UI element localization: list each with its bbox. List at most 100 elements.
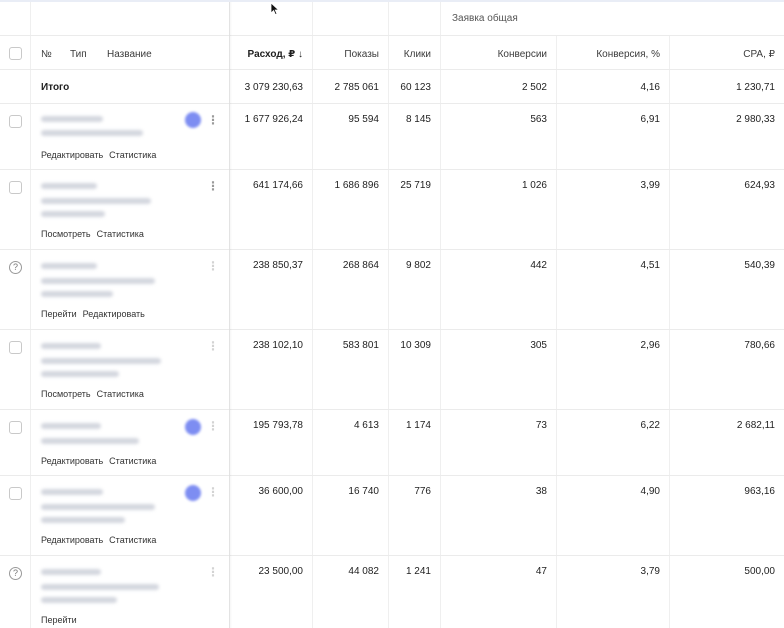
- row-conversions: 47: [535, 566, 547, 577]
- totals-impressions: 2 785 061: [334, 82, 380, 93]
- row-conversions: 73: [535, 420, 547, 431]
- row-conversion-rate: 4,51: [640, 260, 660, 271]
- row-action-link[interactable]: Посмотреть: [41, 389, 91, 399]
- table-row: ⋮ Редактировать Статистика 36 600,00 16 7…: [0, 476, 784, 556]
- col-header-conversion-rate[interactable]: Конверсия, %: [596, 49, 660, 60]
- row-clicks: 8 145: [405, 114, 431, 125]
- row-conversions: 1 026: [521, 180, 547, 191]
- row-action-link[interactable]: Перейти: [41, 309, 77, 319]
- totals-spend: 3 079 230,63: [244, 82, 303, 93]
- row-cpa: 624,93: [744, 180, 775, 191]
- campaign-name-redacted: [41, 517, 125, 523]
- col-header-cpa[interactable]: CPA, ₽: [743, 49, 775, 60]
- row-conversion-rate: 6,91: [640, 114, 660, 125]
- row-clicks: 25 719: [400, 180, 431, 191]
- campaign-name-redacted: [41, 130, 143, 136]
- row-menu-icon[interactable]: ⋮: [207, 339, 219, 353]
- row-spend: 238 102,10: [252, 340, 303, 351]
- row-conversion-rate: 4,90: [640, 486, 660, 497]
- totals-conversions: 2 502: [521, 82, 547, 93]
- campaign-id-redacted: [41, 116, 103, 122]
- row-impressions: 16 740: [348, 486, 379, 497]
- row-action-link[interactable]: Статистика: [109, 535, 157, 545]
- row-action-link[interactable]: Статистика: [96, 389, 144, 399]
- col-header-no[interactable]: №: [41, 49, 52, 60]
- row-menu-icon[interactable]: ⋮: [207, 485, 219, 499]
- row-menu-icon[interactable]: ⋮: [207, 179, 219, 193]
- row-action-link[interactable]: Редактировать: [41, 535, 104, 545]
- row-impressions: 4 613: [353, 420, 379, 431]
- campaign-id-redacted: [41, 569, 101, 575]
- row-conversion-rate: 2,96: [640, 340, 660, 351]
- row-menu-icon[interactable]: ⋮: [207, 113, 219, 127]
- group-header-row: Заявка общая: [0, 2, 784, 36]
- campaign-status-icon: [185, 485, 201, 501]
- col-header-impressions[interactable]: Показы: [344, 49, 379, 60]
- campaign-id-redacted: [41, 263, 97, 269]
- row-conversion-rate: 3,79: [640, 566, 660, 577]
- row-checkbox[interactable]: [9, 115, 22, 128]
- row-action-link[interactable]: Редактировать: [82, 309, 145, 319]
- table-row: ? ⋮ Перейти Редактировать 238 850,37 268 …: [0, 250, 784, 330]
- row-impressions: 95 594: [348, 114, 379, 125]
- row-action-link[interactable]: Статистика: [109, 150, 157, 160]
- goal-group-header: Заявка общая: [441, 2, 784, 35]
- row-action-link[interactable]: Статистика: [96, 229, 144, 239]
- row-cpa: 540,39: [744, 260, 775, 271]
- row-action-link[interactable]: Редактировать: [41, 456, 104, 466]
- row-checkbox[interactable]: [9, 421, 22, 434]
- frozen-column-shadow: [229, 2, 232, 628]
- campaign-name-redacted: [41, 371, 119, 377]
- help-icon[interactable]: ?: [9, 261, 22, 274]
- totals-label: Итого: [41, 82, 70, 93]
- row-spend: 238 850,37: [252, 260, 303, 271]
- row-cpa: 2 980,33: [736, 114, 775, 125]
- col-header-spend-sorted[interactable]: Расход, ₽ ↓: [247, 49, 303, 60]
- help-icon[interactable]: ?: [9, 567, 22, 580]
- row-action-link[interactable]: Редактировать: [41, 150, 104, 160]
- row-action-link[interactable]: Перейти: [41, 615, 77, 625]
- totals-clicks: 60 123: [400, 82, 431, 93]
- totals-conversion-rate: 4,16: [640, 82, 660, 93]
- campaign-name-redacted: [41, 211, 105, 217]
- row-clicks: 10 309: [400, 340, 431, 351]
- col-header-clicks[interactable]: Клики: [403, 49, 431, 60]
- row-checkbox[interactable]: [9, 487, 22, 500]
- campaign-name-redacted: [41, 597, 117, 603]
- column-header-row: № Тип Название Расход, ₽ ↓ Показы Клики …: [0, 36, 784, 70]
- row-spend: 36 600,00: [258, 486, 304, 497]
- campaign-name-redacted: [41, 278, 155, 284]
- col-header-type[interactable]: Тип: [70, 49, 87, 60]
- row-spend: 195 793,78: [252, 420, 303, 431]
- table-row: ⋮ Редактировать Статистика 195 793,78 4 6…: [0, 410, 784, 476]
- row-conversions: 442: [530, 260, 547, 271]
- row-spend: 641 174,66: [252, 180, 303, 191]
- row-action-link[interactable]: Статистика: [109, 456, 157, 466]
- col-header-conversions[interactable]: Конверсии: [497, 49, 547, 60]
- row-cpa: 780,66: [744, 340, 775, 351]
- row-impressions: 268 864: [342, 260, 379, 271]
- row-conversion-rate: 6,22: [640, 420, 660, 431]
- row-conversions: 563: [530, 114, 547, 125]
- mouse-cursor-icon: [270, 2, 280, 16]
- goal-group-title: Заявка общая: [452, 13, 518, 24]
- row-clicks: 1 241: [405, 566, 431, 577]
- row-conversions: 305: [530, 340, 547, 351]
- campaign-status-icon: [185, 112, 201, 128]
- row-checkbox[interactable]: [9, 181, 22, 194]
- table-row: ⋮ Посмотреть Статистика 641 174,66 1 686 …: [0, 170, 784, 250]
- row-menu-icon[interactable]: ⋮: [207, 419, 219, 433]
- row-impressions: 1 686 896: [334, 180, 380, 191]
- row-cpa: 963,16: [744, 486, 775, 497]
- select-all-checkbox[interactable]: [9, 47, 22, 60]
- row-conversions: 38: [535, 486, 547, 497]
- col-header-name[interactable]: Название: [107, 49, 152, 60]
- row-menu-icon[interactable]: ⋮: [207, 259, 219, 273]
- row-action-link[interactable]: Посмотреть: [41, 229, 91, 239]
- top-border: [0, 0, 784, 2]
- row-impressions: 583 801: [342, 340, 379, 351]
- row-checkbox[interactable]: [9, 341, 22, 354]
- campaign-name-redacted: [41, 358, 161, 364]
- row-menu-icon[interactable]: ⋮: [207, 565, 219, 579]
